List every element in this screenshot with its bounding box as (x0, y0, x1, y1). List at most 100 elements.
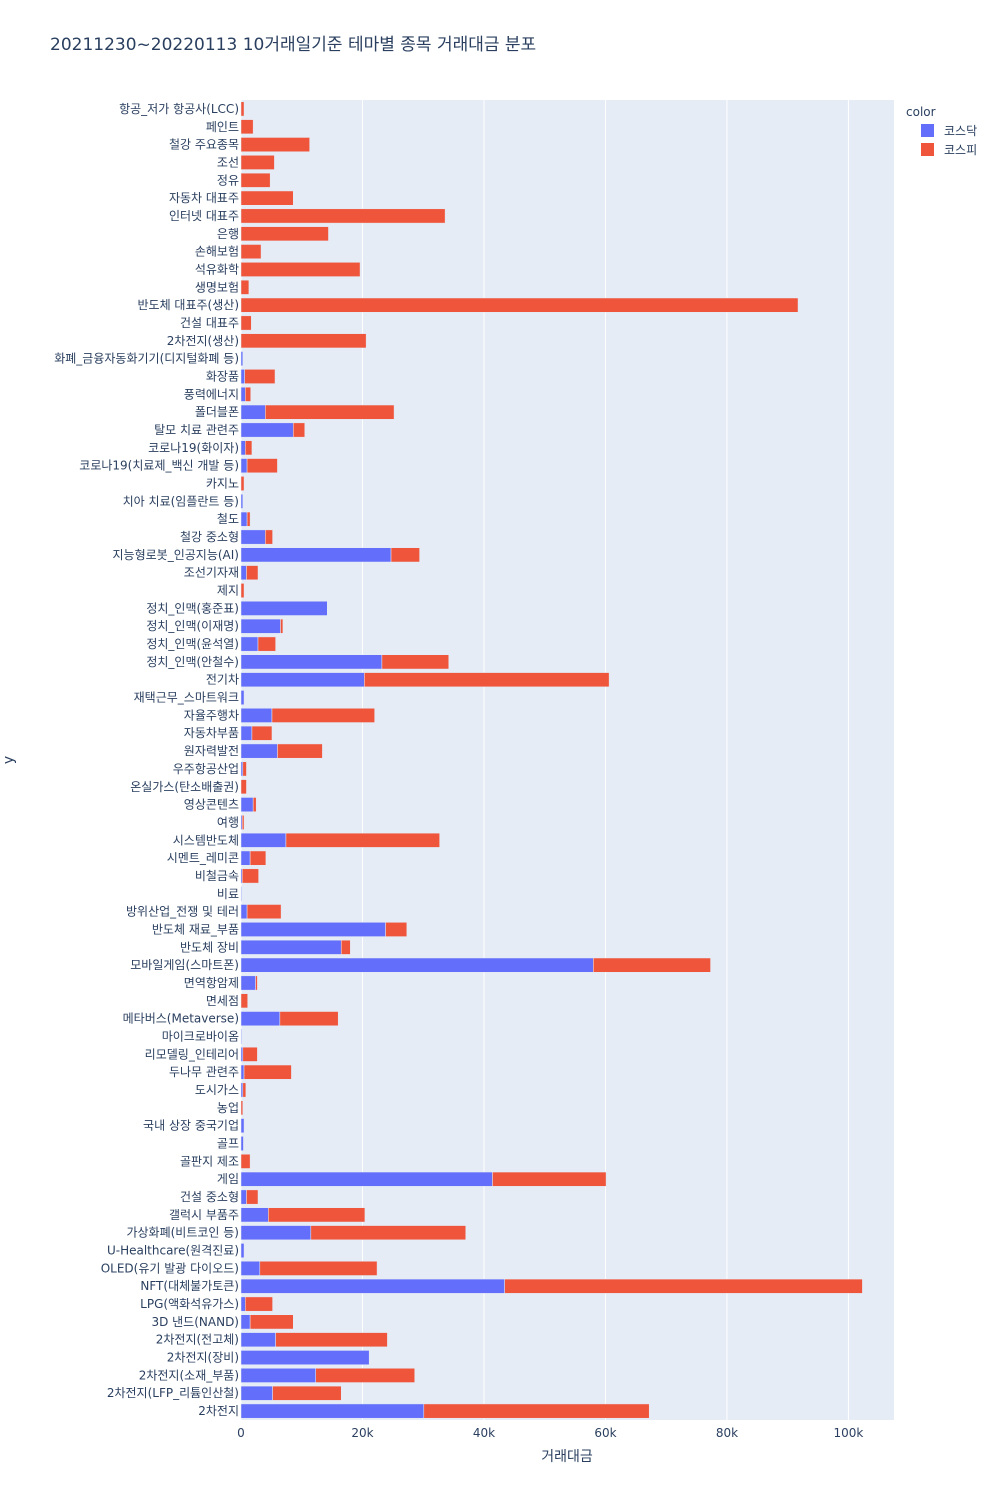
bar[interactable] (240, 351, 244, 367)
bar[interactable] (249, 850, 267, 866)
bar[interactable] (381, 654, 449, 670)
legend-label-kosdaq[interactable]: 코스닥 (944, 124, 977, 138)
bar[interactable] (240, 618, 281, 634)
bar[interactable] (240, 493, 244, 509)
bar[interactable] (242, 761, 247, 777)
bar[interactable] (240, 440, 246, 456)
bar[interactable] (240, 1385, 273, 1401)
bar[interactable] (240, 101, 245, 117)
bar[interactable] (240, 1403, 425, 1419)
bar[interactable] (240, 529, 266, 545)
bar[interactable] (240, 1029, 242, 1044)
bar[interactable] (240, 458, 248, 474)
bar[interactable] (242, 1082, 247, 1098)
bar[interactable] (240, 904, 248, 920)
bar[interactable] (240, 476, 245, 491)
bar[interactable] (240, 547, 392, 563)
bar[interactable] (310, 1225, 467, 1241)
bar[interactable] (240, 832, 287, 848)
bar[interactable] (240, 850, 251, 866)
bar[interactable] (240, 636, 259, 652)
bar[interactable] (292, 422, 306, 438)
bar[interactable] (240, 369, 245, 384)
bar[interactable] (277, 743, 323, 759)
bar[interactable] (240, 1100, 244, 1116)
bar[interactable] (240, 1278, 505, 1294)
bar[interactable] (244, 369, 276, 384)
bar[interactable] (240, 279, 250, 295)
bar[interactable] (340, 939, 351, 955)
legend-swatch-kospi[interactable] (921, 143, 934, 156)
bar[interactable] (240, 172, 271, 188)
bar[interactable] (240, 1207, 269, 1223)
bar[interactable] (246, 511, 251, 527)
bar[interactable] (240, 404, 266, 420)
bar[interactable] (504, 1278, 863, 1294)
bar[interactable] (492, 1171, 607, 1187)
bar[interactable] (240, 1011, 281, 1027)
bar[interactable] (240, 155, 275, 170)
bar[interactable] (240, 333, 367, 349)
legend-label-kospi[interactable]: 코스피 (944, 143, 977, 157)
bar[interactable] (240, 226, 329, 242)
bar[interactable] (245, 386, 251, 402)
bar[interactable] (275, 1332, 388, 1348)
bar[interactable] (246, 565, 259, 581)
bar[interactable] (240, 939, 342, 955)
bar[interactable] (240, 1350, 370, 1365)
bar[interactable] (242, 1046, 258, 1062)
bar[interactable] (240, 761, 244, 777)
bar[interactable] (390, 547, 420, 563)
bar[interactable] (240, 297, 799, 313)
bar[interactable] (257, 636, 276, 652)
bar[interactable] (240, 600, 328, 616)
bar[interactable] (240, 1296, 246, 1312)
bar[interactable] (240, 1118, 245, 1134)
bar[interactable] (240, 993, 248, 1009)
bar[interactable] (240, 137, 310, 152)
bar[interactable] (240, 1189, 247, 1205)
bar[interactable] (240, 779, 247, 795)
bar[interactable] (245, 1296, 273, 1312)
bar[interactable] (240, 1243, 245, 1258)
bar[interactable] (240, 190, 294, 206)
bar[interactable] (243, 1064, 292, 1080)
bar[interactable] (240, 1082, 244, 1098)
bar[interactable] (255, 975, 258, 991)
bar[interactable] (265, 404, 395, 420)
bar[interactable] (240, 690, 245, 705)
bar[interactable] (246, 458, 278, 474)
bar[interactable] (240, 315, 252, 331)
bar[interactable] (240, 208, 446, 224)
bar[interactable] (240, 708, 273, 723)
bar[interactable] (246, 1189, 259, 1205)
bar[interactable] (241, 815, 245, 830)
bar[interactable] (241, 868, 259, 884)
bar[interactable] (280, 618, 284, 634)
bar[interactable] (240, 1314, 251, 1330)
bar[interactable] (249, 1314, 294, 1330)
bar[interactable] (271, 708, 375, 723)
bar[interactable] (240, 583, 245, 598)
bar[interactable] (252, 797, 257, 812)
bar[interactable] (240, 743, 278, 759)
bar[interactable] (240, 1046, 244, 1062)
bar[interactable] (245, 440, 253, 456)
bar[interactable] (265, 529, 273, 545)
bar[interactable] (240, 422, 294, 438)
bar[interactable] (240, 1153, 251, 1169)
legend-swatch-kosdaq[interactable] (921, 124, 934, 137)
bar[interactable] (240, 386, 246, 402)
bar[interactable] (251, 725, 273, 741)
bar[interactable] (385, 922, 408, 937)
bar[interactable] (272, 1385, 342, 1401)
bar[interactable] (240, 1171, 493, 1187)
bar[interactable] (259, 1260, 378, 1276)
bar[interactable] (240, 797, 254, 812)
bar[interactable] (240, 957, 594, 973)
bar[interactable] (240, 1260, 261, 1276)
bar[interactable] (240, 565, 247, 581)
bar[interactable] (240, 1225, 312, 1241)
bar[interactable] (279, 1011, 339, 1027)
bar[interactable] (240, 654, 383, 670)
